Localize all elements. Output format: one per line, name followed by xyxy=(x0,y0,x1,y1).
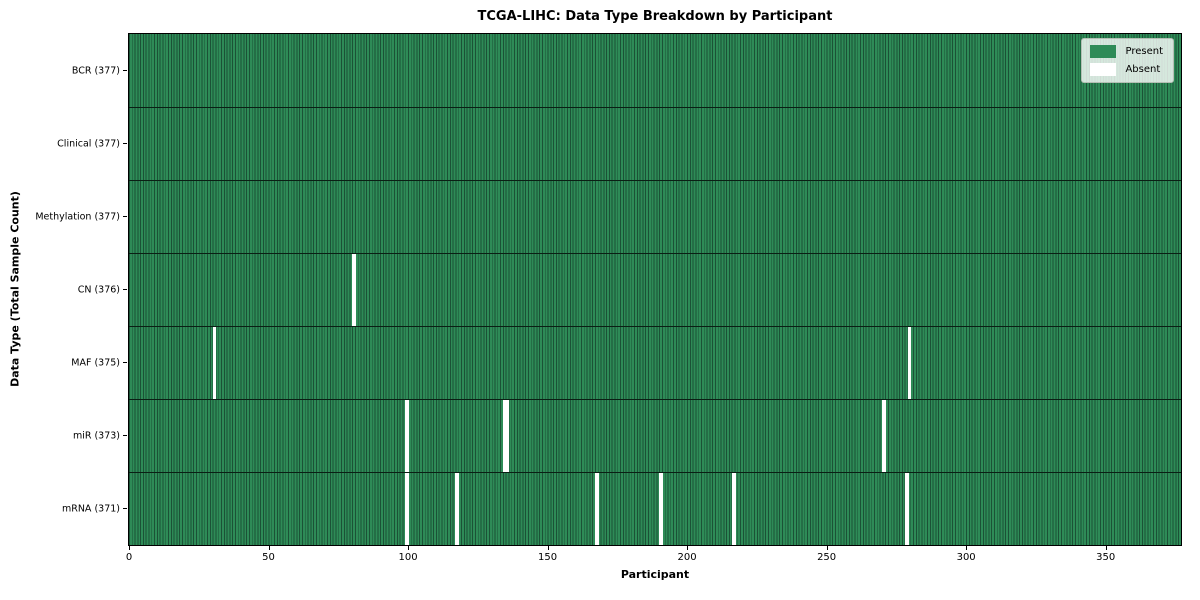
x-tick-label: 350 xyxy=(1096,552,1116,563)
row-divider xyxy=(129,252,1181,254)
x-tick-mark xyxy=(826,546,828,550)
absent-cell xyxy=(212,326,217,399)
y-tick-label: mRNA (371) xyxy=(61,503,120,514)
y-tick-label: miR (373) xyxy=(72,430,120,441)
absent-cell xyxy=(595,472,599,545)
absent-cell xyxy=(405,472,410,545)
x-tick-mark xyxy=(408,546,410,550)
y-tick-mark xyxy=(123,435,127,436)
x-tick-label: 0 xyxy=(125,552,133,563)
absent-cell xyxy=(455,472,460,545)
absent-cell xyxy=(904,472,909,545)
row-divider xyxy=(129,325,1181,327)
row-divider xyxy=(129,106,1181,108)
y-tick-mark xyxy=(123,143,127,144)
y-tick-mark xyxy=(123,508,127,509)
x-tick-mark xyxy=(129,546,130,550)
legend-item: Absent xyxy=(1090,63,1163,76)
x-tick-label: 300 xyxy=(956,552,976,563)
absent-cell xyxy=(882,399,887,472)
x-tick-label: 250 xyxy=(817,552,837,563)
absent-swatch xyxy=(1090,63,1117,76)
legend-item: Present xyxy=(1090,45,1163,58)
x-tick-mark xyxy=(687,546,689,550)
absent-cell xyxy=(731,472,736,545)
legend: Present Absent xyxy=(1081,38,1174,83)
y-tick-label: Clinical (377) xyxy=(57,138,120,149)
x-tick-mark xyxy=(547,546,549,550)
present-swatch xyxy=(1090,45,1117,58)
x-tick-label: 200 xyxy=(677,552,697,563)
row-divider xyxy=(129,179,1181,181)
x-axis-label: Participant xyxy=(620,568,690,581)
x-tick-mark xyxy=(1105,546,1107,550)
chart-title: TCGA-LIHC: Data Type Breakdown by Partic… xyxy=(477,9,833,24)
y-tick-mark xyxy=(123,362,127,363)
row-divider xyxy=(129,471,1181,473)
y-tick-label: Methylation (377) xyxy=(35,211,120,222)
legend-item-label: Absent xyxy=(1125,64,1161,75)
absent-cell xyxy=(659,472,663,545)
absent-cell xyxy=(505,399,510,472)
y-tick-label: MAF (375) xyxy=(71,357,120,368)
x-tick-label: 150 xyxy=(538,552,558,563)
x-tick-label: 50 xyxy=(262,552,275,563)
absent-cell xyxy=(405,399,410,472)
absent-cell xyxy=(352,253,357,326)
y-tick-mark xyxy=(123,289,127,290)
absent-cell xyxy=(907,326,912,399)
y-tick-mark xyxy=(123,216,127,217)
y-tick-mark xyxy=(123,70,127,71)
x-tick-label: 100 xyxy=(398,552,418,563)
x-tick-mark xyxy=(966,546,968,550)
absent-cell xyxy=(502,399,507,472)
y-tick-label: CN (376) xyxy=(77,284,120,295)
legend-item-label: Present xyxy=(1125,46,1163,57)
row-divider xyxy=(129,398,1181,400)
y-tick-label: BCR (377) xyxy=(71,65,120,76)
x-tick-mark xyxy=(268,546,270,550)
plot-area: Present Absent xyxy=(128,33,1182,546)
